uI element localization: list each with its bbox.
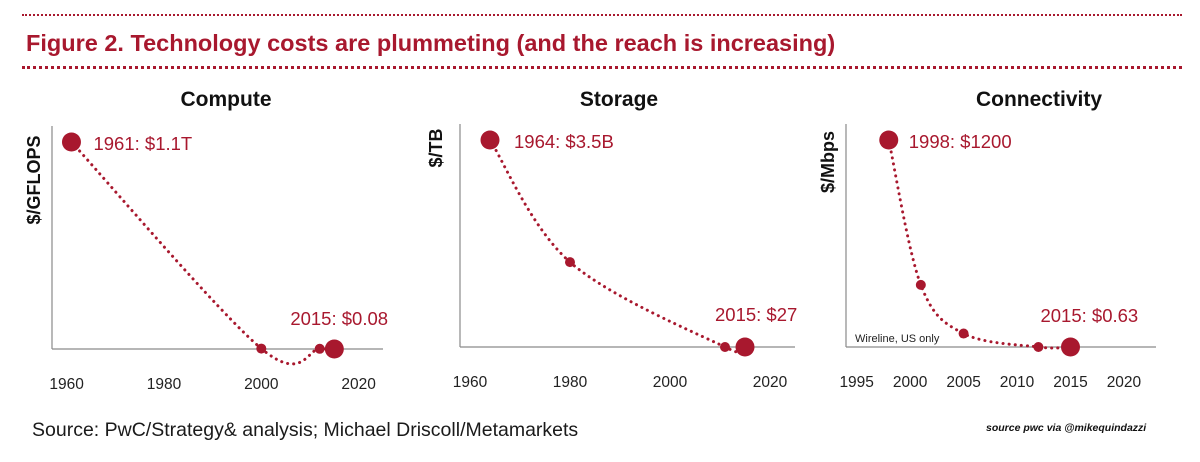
compute-chart-title: Compute <box>181 88 272 111</box>
compute-cost-curve <box>69 140 336 366</box>
connectivity-x-tick-label: 1995 <box>839 374 873 391</box>
compute-data-point <box>61 132 81 152</box>
storage-data-point <box>480 130 500 150</box>
connectivity-y-axis-label: $/Mbps <box>818 131 838 193</box>
compute-x-tick-label: 1960 <box>49 376 84 393</box>
connectivity-annotation: Wireline, US only <box>855 333 940 345</box>
compute-data-point <box>324 339 344 359</box>
storage-x-tick-label: 2020 <box>753 374 788 391</box>
storage-data-point <box>720 342 730 352</box>
title-dotted-rule <box>22 66 1182 69</box>
storage-cost-curve <box>488 138 747 355</box>
compute-data-point <box>314 343 325 354</box>
connectivity-data-point <box>915 279 926 290</box>
connectivity-x-tick-label: 2015 <box>1053 374 1087 391</box>
source-note: Source: PwC/Strategy& analysis; Michael … <box>32 419 579 441</box>
connectivity-chart-title: Connectivity <box>976 88 1102 111</box>
connectivity-cost-curve <box>887 138 1072 350</box>
connectivity-data-point <box>958 328 969 339</box>
compute-x-tick-label: 2020 <box>341 376 376 393</box>
compute-x-tick-label: 1980 <box>147 376 182 393</box>
storage-data-label: 1964: $3.5B <box>514 131 614 152</box>
storage-data-label: 2015: $27 <box>715 304 797 325</box>
credit-note: source pwc via @mikequindazzi <box>986 422 1147 434</box>
storage-data-point <box>565 257 575 268</box>
connectivity-x-tick-label: 2000 <box>893 374 928 391</box>
figure-title: Figure 2. Technology costs are plummetin… <box>26 30 836 56</box>
top-dotted-rule <box>22 14 1182 16</box>
compute-x-tick-label: 2000 <box>244 376 279 393</box>
compute-data-point <box>256 343 267 354</box>
connectivity-x-tick-label: 2005 <box>946 374 980 391</box>
connectivity-data-point <box>1060 337 1080 357</box>
storage-x-tick-label: 1980 <box>553 374 588 391</box>
connectivity-x-tick-label: 2020 <box>1107 374 1142 391</box>
connectivity-data-label: 2015: $0.63 <box>1040 305 1138 326</box>
storage-x-tick-label: 2000 <box>653 374 688 391</box>
storage-y-axis-label: $/TB <box>426 128 446 167</box>
storage-x-tick-label: 1960 <box>453 374 488 391</box>
compute-data-label: 1961: $1.1T <box>93 133 192 154</box>
connectivity-data-point <box>879 130 899 150</box>
compute-data-label: 2015: $0.08 <box>290 308 388 329</box>
connectivity-data-label: 1998: $1200 <box>909 131 1012 152</box>
compute-y-axis-label: $/GFLOPS <box>24 135 44 224</box>
storage-data-point <box>735 337 755 357</box>
storage-chart-title: Storage <box>580 88 658 111</box>
connectivity-data-point <box>1033 342 1044 352</box>
connectivity-x-tick-label: 2010 <box>1000 374 1035 391</box>
